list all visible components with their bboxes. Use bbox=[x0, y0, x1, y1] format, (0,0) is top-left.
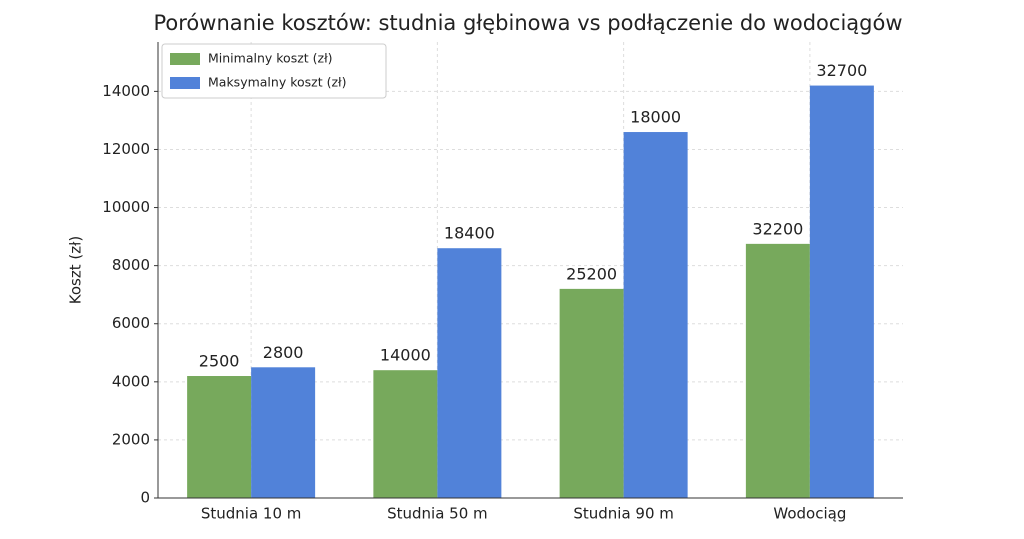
legend-box bbox=[161, 43, 387, 99]
bar-label: 18400 bbox=[444, 224, 495, 243]
bar-label: 14000 bbox=[380, 346, 431, 365]
bar-label: 32200 bbox=[752, 219, 803, 238]
x-tick-label: Studnia 90 m bbox=[573, 505, 674, 523]
y-tick-label: 4000 bbox=[112, 372, 150, 390]
y-axis-label: Koszt (zł) bbox=[67, 236, 85, 304]
bar bbox=[437, 248, 502, 498]
bar bbox=[809, 85, 874, 498]
legend-swatch bbox=[170, 77, 200, 89]
bar-label: 2800 bbox=[263, 343, 304, 362]
y-tick-label: 8000 bbox=[112, 256, 150, 274]
bar bbox=[251, 367, 316, 498]
chart-title: Porównanie kosztów: studnia głębinowa vs… bbox=[154, 11, 903, 35]
x-tick-label: Studnia 50 m bbox=[387, 505, 488, 523]
bar-label: 25200 bbox=[566, 264, 617, 283]
bar-label: 2500 bbox=[199, 352, 240, 371]
y-tick-label: 2000 bbox=[112, 430, 150, 448]
legend-label: Minimalny koszt (zł) bbox=[208, 51, 333, 66]
bar bbox=[623, 132, 688, 499]
bar bbox=[559, 288, 624, 498]
bar bbox=[745, 243, 810, 498]
y-tick-label: 14000 bbox=[102, 82, 150, 100]
y-tick-label: 6000 bbox=[112, 314, 150, 332]
legend-label: Maksymalny koszt (zł) bbox=[208, 75, 346, 90]
x-tick-label: Wodociąg bbox=[773, 505, 846, 523]
y-tick-label: 10000 bbox=[102, 198, 150, 216]
bar bbox=[187, 376, 252, 498]
bar bbox=[373, 370, 438, 498]
bar-label: 32700 bbox=[816, 61, 867, 80]
x-tick-label: Studnia 10 m bbox=[201, 505, 302, 523]
y-tick-label: 12000 bbox=[102, 140, 150, 158]
y-tick-label: 0 bbox=[140, 489, 150, 507]
legend-swatch bbox=[170, 53, 200, 65]
bar-label: 18000 bbox=[630, 108, 681, 127]
